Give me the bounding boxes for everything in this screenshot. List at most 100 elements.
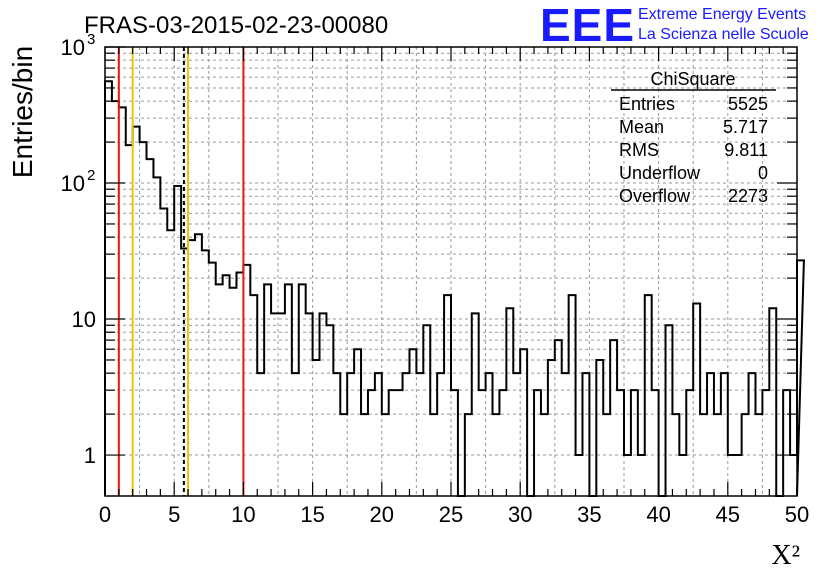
- histogram-bin: [548, 360, 555, 496]
- histogram-bin: [160, 208, 167, 496]
- histogram-bin: [292, 373, 299, 496]
- cut-lines: [117, 47, 245, 496]
- histogram-bin: [714, 414, 721, 496]
- histogram-bin: [596, 360, 603, 496]
- histogram-bin: [686, 390, 693, 496]
- histogram-bin: [347, 373, 354, 496]
- histogram-bin: [617, 390, 624, 496]
- histogram-bin: [188, 240, 195, 496]
- histogram-bin: [472, 313, 479, 496]
- histogram-bin: [624, 455, 631, 496]
- histogram-bin: [437, 373, 444, 496]
- histogram-bin: [278, 313, 285, 496]
- histogram-bin: [423, 325, 430, 496]
- histogram-bin: [742, 414, 749, 496]
- histogram-bin: [451, 390, 458, 496]
- histogram-bin: [479, 390, 486, 496]
- y-tick-label: 1: [84, 443, 96, 468]
- y-axis-label: Entries/bin: [7, 46, 38, 178]
- histogram-bin: [140, 142, 147, 496]
- x-tick-label: 15: [300, 502, 324, 527]
- histogram-bin: [409, 349, 416, 496]
- histogram-bin: [569, 295, 576, 496]
- y-tick-label: 10: [61, 171, 85, 196]
- histogram-bin: [340, 414, 347, 496]
- histogram-bars: [104, 80, 805, 497]
- x-tick-label: 10: [231, 502, 255, 527]
- histogram-bin: [313, 360, 320, 496]
- histogram-bin: [728, 455, 735, 496]
- histogram-bin: [762, 390, 769, 496]
- y-tick-exponent: 3: [87, 31, 95, 48]
- histogram-bin: [499, 390, 506, 496]
- histogram-bin: [243, 265, 250, 496]
- histogram-bin: [416, 373, 423, 496]
- histogram-bin: [735, 455, 742, 496]
- histogram-bin: [368, 390, 375, 496]
- histogram-bin: [555, 340, 562, 496]
- x-tick-label: 35: [577, 502, 601, 527]
- histogram-outline: [104, 80, 805, 497]
- histogram-bin: [610, 340, 617, 496]
- histogram-bin: [306, 313, 313, 496]
- x-tick-label: 20: [370, 502, 394, 527]
- eee-logo-mark: EEE: [540, 0, 636, 51]
- histogram-bin: [790, 455, 797, 496]
- histogram-bin: [333, 373, 340, 496]
- histogram-bin: [631, 390, 638, 496]
- histogram-bin: [520, 349, 527, 496]
- histogram-bin: [534, 390, 541, 496]
- histogram-bin: [382, 414, 389, 496]
- histogram-bin: [216, 284, 223, 496]
- histogram-bin: [119, 107, 126, 496]
- stats-box: ChiSquare Entries 5525 Mean 5.717 RMS 9.811 Un…: [611, 69, 776, 206]
- histogram-bin: [541, 414, 548, 496]
- histogram-bin: [223, 275, 230, 496]
- histogram-bin: [126, 145, 133, 496]
- stats-value: 5525: [728, 94, 768, 114]
- histogram-bin: [250, 295, 257, 496]
- histogram-bin: [285, 284, 292, 496]
- histogram-bin: [707, 373, 714, 496]
- histogram-bin: [403, 373, 410, 496]
- x-axis-label: X²: [771, 540, 800, 571]
- x-tick-label: 30: [508, 502, 532, 527]
- histogram-bin: [645, 295, 652, 496]
- histogram-bin: [195, 234, 202, 496]
- histogram-bin: [389, 390, 396, 496]
- histogram-bin: [209, 263, 216, 496]
- histogram-bin: [326, 325, 333, 496]
- eee-logo-line2: La Scienza nelle Scuole: [638, 26, 809, 43]
- histogram-bin: [769, 308, 776, 496]
- histogram-bin: [257, 373, 264, 496]
- histogram-bin: [320, 313, 327, 496]
- histogram-bin: [638, 455, 645, 496]
- y-tick-exponent: 2: [87, 167, 95, 184]
- x-tick-label: 50: [785, 502, 809, 527]
- stats-label: Underflow: [619, 163, 701, 183]
- histogram-bin: [112, 101, 119, 496]
- histogram-bin: [513, 373, 520, 496]
- histogram-bin: [465, 414, 472, 496]
- histogram-bin: [486, 373, 493, 496]
- stats-label: Entries: [619, 94, 675, 114]
- y-tick-label: 10: [61, 35, 85, 60]
- histogram-bin: [721, 373, 728, 496]
- histogram-bin: [105, 81, 112, 496]
- stats-label: RMS: [619, 140, 659, 160]
- stats-value: 0: [758, 163, 768, 183]
- histogram-bin: [354, 349, 361, 496]
- histogram-bin: [174, 186, 181, 496]
- histogram-bin: [133, 127, 140, 496]
- histogram-bin: [700, 414, 707, 496]
- histogram-bin: [167, 230, 174, 496]
- histogram-bin: [693, 304, 700, 496]
- histogram-bin: [444, 295, 451, 496]
- histogram-bin: [375, 373, 382, 496]
- histogram-bin: [361, 414, 368, 496]
- histogram-bin: [271, 313, 278, 496]
- histogram-bin: [755, 414, 762, 496]
- histogram-bin: [153, 177, 160, 496]
- x-tick-label: 0: [99, 502, 111, 527]
